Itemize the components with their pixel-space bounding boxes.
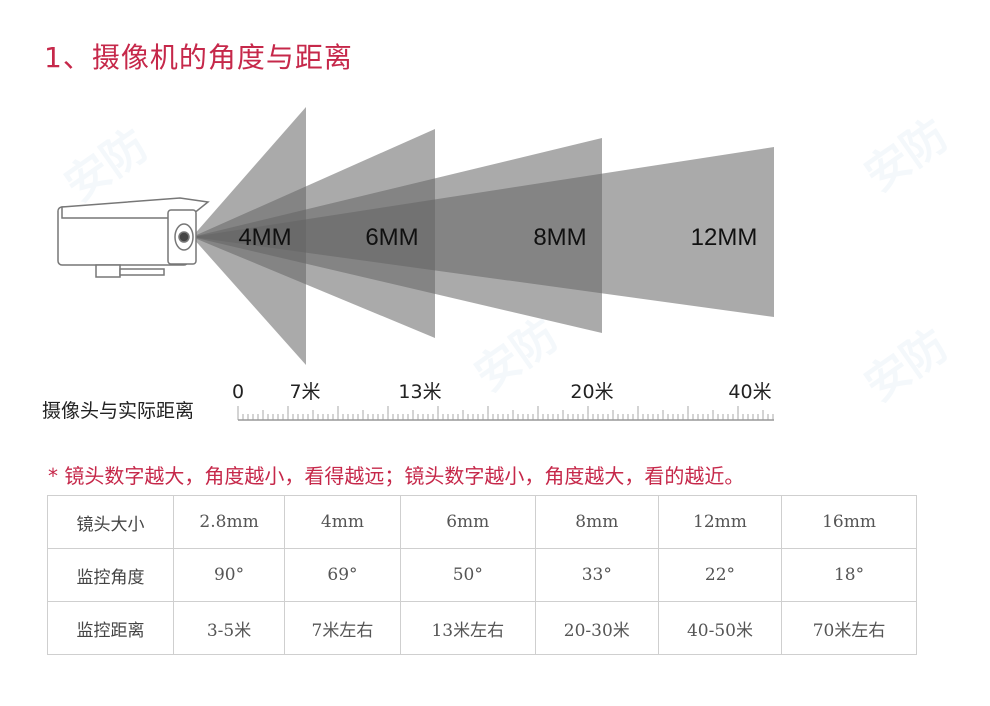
table-cell: 16mm [781, 495, 917, 549]
beam-label-8mm: 8MM [533, 224, 586, 251]
ruler-label-13m: 13米 [398, 381, 441, 403]
ruler-title: 摄像头与实际距离 [42, 400, 195, 422]
table-cell: 2.8mm [172, 495, 286, 549]
table-cell: 6mm [399, 495, 536, 549]
table-cell: 33° [534, 548, 659, 602]
beam-6mm [192, 129, 435, 338]
table-cell: 7米左右 [284, 601, 401, 655]
row-header: 镜头大小 [47, 495, 174, 549]
distance-ruler: 0 7米 13米 20米 40米 [232, 381, 774, 421]
table-cell: 40-50米 [657, 601, 783, 655]
table-row: 监控角度 90° 69° 50° 33° 22° 18° [47, 548, 917, 602]
ruler-label-0: 0 [232, 381, 244, 403]
table-cell: 70米左右 [781, 601, 917, 655]
table-cell: 20-30米 [534, 601, 659, 655]
table-row: 监控距离 3-5米 7米左右 13米左右 20-30米 40-50米 70米左右 [47, 601, 917, 655]
table-row: 镜头大小 2.8mm 4mm 6mm 8mm 12mm 16mm [47, 495, 917, 549]
ruler-label-20m: 20米 [570, 381, 613, 403]
row-header: 监控距离 [47, 601, 174, 655]
table-cell: 22° [657, 548, 783, 602]
table-cell: 4mm [284, 495, 401, 549]
camera-icon [57, 197, 210, 278]
table-cell: 18° [781, 548, 917, 602]
table-cell: 13米左右 [399, 601, 536, 655]
ruler-label-7m: 7米 [289, 381, 320, 403]
beam-label-12mm: 12MM [691, 224, 758, 251]
table-cell: 50° [399, 548, 536, 602]
row-header: 监控角度 [47, 548, 174, 602]
beam-label-4mm: 4MM [238, 224, 291, 251]
table-cell: 12mm [657, 495, 783, 549]
table-cell: 69° [284, 548, 401, 602]
lens-angle-diagram: 4MM 6MM 8MM 12MM [57, 107, 774, 365]
page-title: 1、摄像机的角度与距离 [44, 41, 353, 74]
beam-4mm [192, 107, 306, 365]
lens-note: * 镜头数字越大，角度越小，看得越远；镜头数字越小，角度越大，看的越近。 [48, 464, 745, 488]
ruler-minor-ticks [237, 406, 774, 420]
table-cell: 3-5米 [172, 601, 286, 655]
table-cell: 90° [172, 548, 286, 602]
beam-label-6mm: 6MM [365, 224, 418, 251]
ruler-label-40m: 40米 [728, 381, 771, 403]
lens-spec-table: 镜头大小 2.8mm 4mm 6mm 8mm 12mm 16mm 监控角度 90° 69° 50° 3… [47, 495, 917, 655]
table-cell: 8mm [534, 495, 659, 549]
